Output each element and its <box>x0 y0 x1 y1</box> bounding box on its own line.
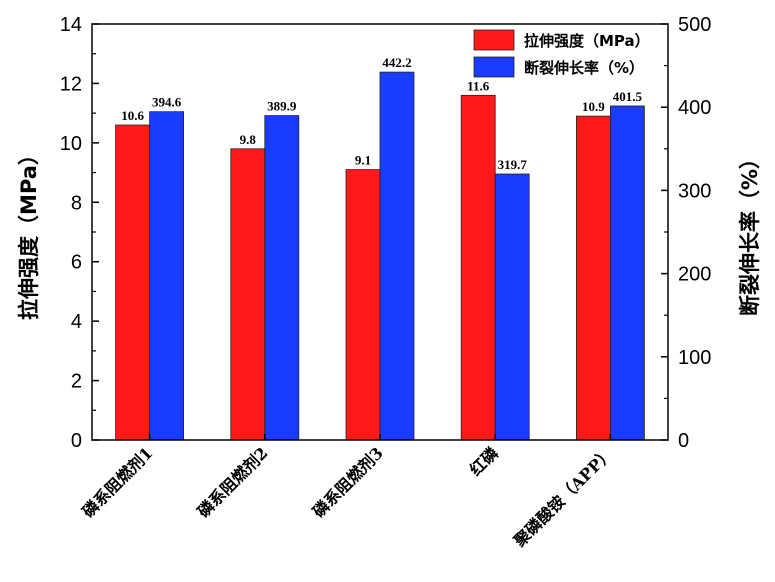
data-label-elongation-4: 319.7 <box>498 157 528 172</box>
left-tick-label: 0 <box>71 430 82 452</box>
left-tick-label: 8 <box>71 192 82 214</box>
data-label-elongation-3: 442.2 <box>382 55 411 70</box>
data-labels-group: 10.6 394.6 9.8 389.9 9.1 442.2 11.6 319.7 10.9 40… <box>121 55 642 172</box>
data-label-tensile-strength-5: 10.9 <box>582 99 605 114</box>
bar-tensile-strength-4 <box>460 94 496 441</box>
bar-tensile-strength-2 <box>230 148 266 441</box>
data-label-tensile-strength-1: 10.6 <box>121 108 144 123</box>
legend: 拉伸强度（MPa） 断裂伸长率（%） <box>473 29 650 78</box>
right-tick-label: 500 <box>678 14 711 36</box>
data-label-elongation-5: 401.5 <box>613 89 643 104</box>
x-category-label: 红磷 <box>466 443 503 480</box>
data-label-elongation-2: 389.9 <box>267 99 297 114</box>
y-axis-left-title: 拉伸强度（MPa） <box>17 144 41 320</box>
left-tick-label: 12 <box>60 73 82 95</box>
x-category-label: 磷系阻燃剂1 <box>79 443 157 521</box>
data-label-tensile-strength-3: 9.1 <box>355 153 371 168</box>
legend-swatch-elongation <box>473 56 515 78</box>
bar-elongation-1 <box>149 111 185 441</box>
legend-swatch-tensile-strength <box>473 29 515 51</box>
right-tick-label: 0 <box>678 430 689 452</box>
legend-label-elongation: 断裂伸长率（%） <box>524 59 644 77</box>
bars-group <box>115 71 645 441</box>
right-tick-label: 100 <box>678 347 711 369</box>
x-category-label: 磷系阻燃剂3 <box>309 443 387 521</box>
bar-elongation-5 <box>610 105 645 441</box>
left-tick-label: 4 <box>71 311 82 333</box>
bar-elongation-2 <box>264 115 300 441</box>
x-category-label: 聚磷酸铵（APP） <box>509 443 617 551</box>
legend-label-tensile-strength: 拉伸强度（MPa） <box>524 32 650 50</box>
bar-elongation-3 <box>379 71 415 441</box>
right-tick-label: 300 <box>678 180 711 202</box>
data-label-tensile-strength-4: 11.6 <box>467 78 490 93</box>
data-label-elongation-1: 394.6 <box>152 95 182 110</box>
left-tick-label: 6 <box>71 252 82 274</box>
right-tick-label: 200 <box>678 264 711 286</box>
left-tick-label: 2 <box>71 371 82 393</box>
bar-elongation-4 <box>494 173 530 441</box>
x-category-label: 磷系阻燃剂2 <box>194 443 272 521</box>
left-tick-label: 10 <box>60 133 82 155</box>
left-tick-label: 14 <box>60 14 82 36</box>
data-label-tensile-strength-2: 9.8 <box>240 132 257 147</box>
bar-tensile-strength-1 <box>115 124 150 441</box>
y-axis-right-title: 断裂伸长率（%） <box>738 148 762 316</box>
bar-tensile-strength-5 <box>576 115 611 441</box>
right-tick-label: 400 <box>678 97 711 119</box>
bar-tensile-strength-3 <box>345 169 381 441</box>
